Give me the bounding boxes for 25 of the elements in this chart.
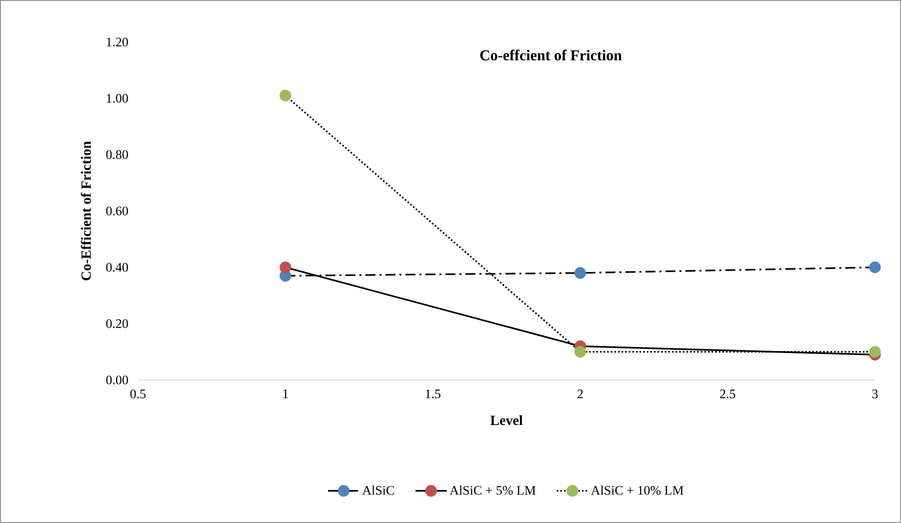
x-tick-label: 0.5 (130, 390, 146, 398)
y-tick-label: 1.00 (106, 94, 128, 103)
x-tick-label: 3 (872, 390, 878, 398)
point (869, 262, 881, 274)
legend-label: AlSiC + 10% LM (590, 486, 684, 495)
x-axis-title: Level (490, 415, 523, 426)
y-tick-label: 1.20 (106, 38, 128, 46)
y-tick-label: 0.60 (106, 206, 128, 216)
x-tick-label: 2 (578, 390, 583, 398)
y-tick-label: 0.40 (106, 262, 128, 272)
point (280, 90, 292, 102)
y-tick-label: 0.80 (106, 150, 128, 160)
legend-label: AlSiC (362, 486, 394, 495)
x-tick-label: 1 (283, 390, 288, 398)
point (280, 262, 292, 274)
point (574, 267, 586, 279)
point (574, 346, 586, 358)
chart-title: Co-effcient of Friction (480, 50, 622, 60)
x-tick-label: 1.5 (426, 390, 440, 398)
y-axis-title: Co-Efficient of Friction (80, 141, 91, 280)
y-tick-label: 0.00 (106, 376, 128, 384)
point (869, 346, 881, 358)
legend-label: AlSiC + 5% LM (450, 486, 536, 495)
x-tick-label: 2.5 (720, 390, 736, 398)
y-tick-label: 0.20 (106, 319, 128, 328)
